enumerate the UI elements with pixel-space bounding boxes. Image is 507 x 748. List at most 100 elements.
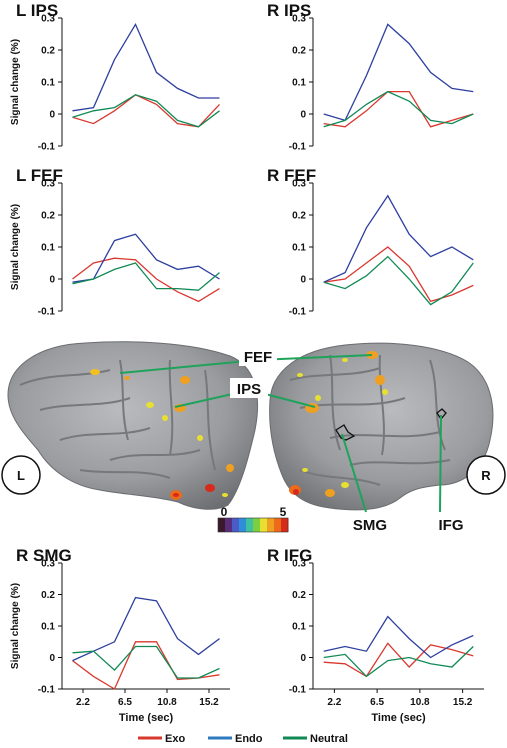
right-sulci — [289, 354, 451, 486]
smg-label: SMG — [353, 517, 387, 534]
series-line-exo — [323, 246, 474, 303]
y-tick-label: 0.2 — [292, 211, 306, 222]
series-line-exo — [323, 90, 474, 128]
colorbar-swatch — [218, 518, 226, 532]
colorbar-swatch — [281, 518, 289, 532]
y-tick-label: 0.1 — [292, 622, 306, 633]
y-tick-label: 0.3 — [292, 14, 306, 25]
y-tick-label: 0.2 — [292, 46, 306, 57]
x-axis-label: Time (sec) — [371, 712, 426, 724]
series-line-neutral — [323, 646, 474, 678]
colorbar-swatch — [253, 518, 261, 532]
right-hemisphere-marker — [466, 455, 506, 495]
y-tick-label: 0.3 — [292, 179, 306, 190]
series-line-endo — [323, 194, 474, 283]
legend-label-neutral: Neutral — [310, 733, 348, 745]
y-tick-label: 0 — [300, 653, 306, 664]
y-axis-label: Signal change (%) — [10, 204, 21, 290]
series-line-endo — [323, 615, 474, 659]
ips-label: IPS — [237, 381, 261, 398]
colorbar-max-label: 5 — [280, 505, 287, 519]
legend-label-exo: Exo — [165, 733, 185, 745]
series-line-endo — [72, 22, 220, 112]
colorbar — [217, 517, 289, 533]
y-tick-label: 0.3 — [41, 559, 55, 570]
colorbar-swatch — [239, 518, 247, 532]
y-axis-label: Signal change (%) — [10, 583, 21, 669]
y-tick-label: 0 — [49, 275, 55, 286]
y-tick-label: 0.1 — [292, 243, 306, 254]
panel-title: L FEF — [16, 166, 63, 185]
y-tick-label: 0 — [300, 110, 306, 121]
colorbar-swatch — [267, 518, 275, 532]
colorbar-swatch — [232, 518, 240, 532]
x-tick-label: 2.2 — [76, 697, 90, 708]
brain-panel: FEF IPS SMG IFG L R 0 5 — [1, 341, 506, 534]
y-tick-label: 0 — [49, 653, 55, 664]
ifg-outline — [436, 408, 447, 421]
x-tick-label: 15.2 — [199, 697, 219, 708]
y-tick-label: 0 — [300, 275, 306, 286]
series-line-endo — [323, 23, 474, 122]
left-hemisphere-image — [7, 341, 258, 510]
x-tick-label: 10.8 — [157, 697, 177, 708]
series-line-neutral — [323, 255, 474, 306]
right-hemisphere-label: R — [481, 468, 491, 483]
ifg-label: IFG — [439, 517, 464, 534]
colorbar-swatch — [246, 518, 254, 532]
series-line-endo — [72, 233, 220, 283]
x-tick-label: 15.2 — [453, 697, 473, 708]
y-tick-label: -0.1 — [38, 307, 56, 318]
series-line-exo — [72, 257, 220, 303]
legend: Exo Endo Neutral — [138, 733, 348, 745]
y-tick-label: -0.1 — [289, 307, 307, 318]
series-line-exo — [72, 641, 220, 690]
left-sulci — [19, 359, 216, 479]
fef-label: FEF — [244, 349, 272, 366]
y-tick-label: 0.1 — [41, 78, 55, 89]
x-tick-label: 6.5 — [118, 697, 132, 708]
colorbar-min-label: 0 — [221, 505, 228, 519]
series-line-neutral — [72, 94, 220, 128]
panel-title: R FEF — [267, 166, 316, 185]
series-line-exo — [323, 642, 474, 678]
x-axis-label: Time (sec) — [119, 712, 174, 724]
colorbar-frame — [217, 517, 289, 533]
x-tick-label: 6.5 — [370, 697, 384, 708]
panel-title: R IPS — [267, 1, 311, 20]
panel-title: L IPS — [16, 1, 58, 20]
x-tick-label: 2.2 — [327, 697, 341, 708]
y-tick-label: 0.3 — [41, 179, 55, 190]
y-tick-label: 0.1 — [41, 622, 55, 633]
panel-title: R IFG — [267, 546, 312, 565]
smg-outline — [335, 424, 356, 441]
y-tick-label: 0.2 — [41, 46, 55, 57]
x-tick-label: 10.8 — [410, 697, 430, 708]
colorbar-swatch — [260, 518, 268, 532]
y-tick-label: 0.3 — [292, 559, 306, 570]
y-axis-label: Signal change (%) — [10, 39, 21, 125]
series-line-neutral — [72, 262, 220, 291]
y-tick-label: -0.1 — [38, 142, 56, 153]
left-hemisphere-marker — [1, 455, 41, 495]
y-tick-label: 0.2 — [41, 590, 55, 601]
y-tick-label: -0.1 — [289, 142, 307, 153]
colorbar-swatch — [225, 518, 233, 532]
y-tick-label: 0 — [49, 110, 55, 121]
series-line-neutral — [72, 645, 220, 679]
panel-title: R SMG — [16, 546, 72, 565]
y-tick-label: 0.3 — [41, 14, 55, 25]
y-tick-label: -0.1 — [38, 685, 56, 696]
series-line-endo — [72, 596, 220, 662]
y-tick-label: 0.1 — [292, 78, 306, 89]
left-hemisphere-label: L — [17, 468, 25, 483]
colorbar-swatch — [274, 518, 282, 532]
